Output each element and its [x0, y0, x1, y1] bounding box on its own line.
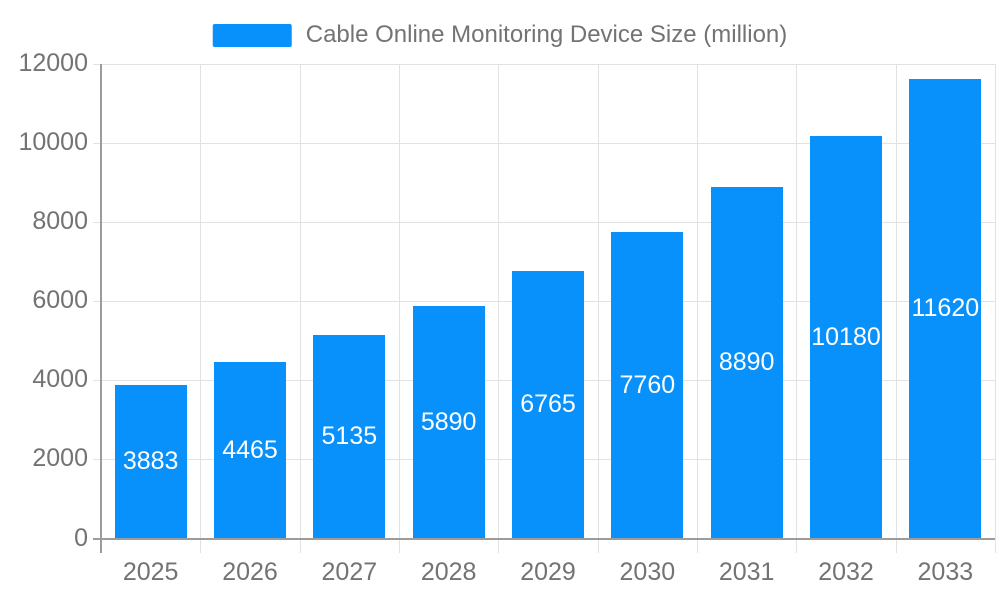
- bar-value-label: 5135: [321, 422, 378, 451]
- x-gridline: [796, 64, 798, 553]
- x-axis-tick-label: 2031: [718, 558, 775, 586]
- y-axis-tick-label: 0: [74, 523, 88, 552]
- x-axis-tick-label: 2029: [520, 558, 576, 586]
- y-axis-tick-label: 2000: [32, 444, 88, 473]
- bar[interactable]: 7760: [611, 231, 684, 539]
- x-gridline: [895, 64, 897, 553]
- bar[interactable]: 6765: [512, 271, 584, 539]
- bar[interactable]: 5890: [412, 305, 485, 539]
- x-gridline: [498, 64, 500, 553]
- x-axis-line: [93, 537, 995, 540]
- x-gridline: [399, 64, 400, 553]
- legend-swatch-icon: [212, 23, 292, 47]
- bar-value-label: 11620: [911, 294, 980, 323]
- legend[interactable]: Cable Online Monitoring Device Size (mil…: [212, 21, 788, 48]
- x-axis-tick-label: 2025: [122, 558, 179, 586]
- bar-value-label: 6765: [520, 390, 576, 419]
- bar-value-label: 7760: [619, 370, 676, 399]
- bar[interactable]: 8890: [710, 186, 783, 539]
- x-axis-tick-label: 2030: [619, 558, 676, 586]
- bar[interactable]: 5135: [313, 335, 386, 539]
- x-axis-tick-label: 2032: [818, 558, 874, 586]
- x-axis-tick-label: 2026: [222, 558, 278, 586]
- y-axis-tick-label: 4000: [32, 365, 88, 394]
- bar[interactable]: 3883: [114, 384, 187, 539]
- bar[interactable]: 10180: [810, 135, 882, 539]
- y-gridline: [93, 64, 995, 65]
- bar-value-label: 4465: [222, 435, 278, 464]
- y-axis-line: [100, 64, 102, 553]
- y-axis-tick-label: 12000: [18, 48, 88, 77]
- y-gridline: [93, 222, 995, 224]
- y-axis-tick-label: 8000: [32, 207, 88, 236]
- x-gridline: [200, 64, 202, 553]
- y-axis-tick-label: 10000: [18, 127, 88, 156]
- bar-value-label: 5890: [420, 407, 477, 436]
- x-axis-tick-label: 2027: [321, 558, 378, 586]
- y-gridline: [93, 143, 995, 145]
- x-gridline: [697, 64, 698, 553]
- legend-label: Cable Online Monitoring Device Size (mil…: [305, 21, 788, 48]
- y-axis-tick-label: 6000: [32, 286, 88, 315]
- x-gridline: [597, 64, 599, 553]
- bar-value-label: 3883: [122, 447, 179, 476]
- bar[interactable]: 4465: [214, 361, 286, 539]
- x-gridline: [995, 64, 996, 553]
- x-axis-tick-label: 2028: [420, 558, 477, 586]
- bar[interactable]: 11620: [909, 79, 982, 539]
- bar-value-label: 8890: [718, 348, 775, 377]
- bar-value-label: 10180: [811, 322, 881, 351]
- x-axis-tick-label: 2033: [917, 558, 974, 586]
- x-gridline: [299, 64, 301, 553]
